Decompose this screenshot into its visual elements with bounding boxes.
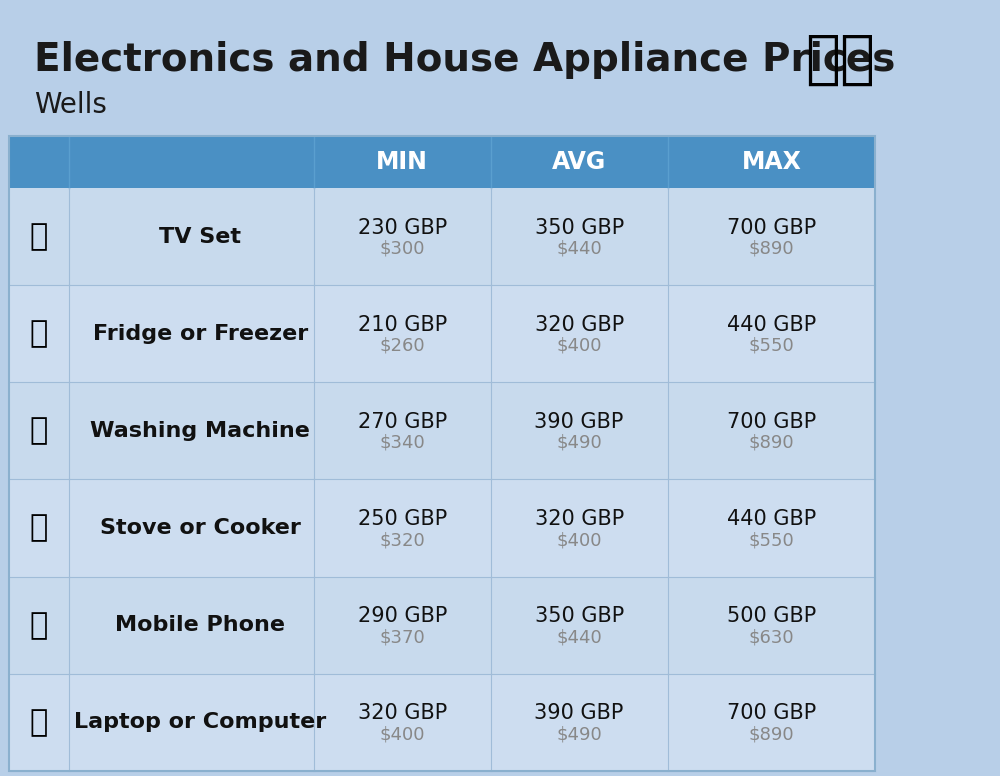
Text: $320: $320 [379, 531, 425, 549]
Text: $400: $400 [556, 531, 602, 549]
Text: 230 GBP: 230 GBP [358, 217, 447, 237]
FancyBboxPatch shape [9, 136, 875, 188]
Text: 500 GBP: 500 GBP [727, 606, 816, 626]
Text: 700 GBP: 700 GBP [727, 703, 816, 723]
Text: Laptop or Computer: Laptop or Computer [74, 712, 326, 733]
Text: $300: $300 [380, 240, 425, 258]
Text: TV Set: TV Set [159, 227, 241, 247]
Text: AVG: AVG [552, 150, 606, 174]
Text: Washing Machine: Washing Machine [90, 421, 310, 441]
Text: $550: $550 [749, 531, 794, 549]
Text: $440: $440 [556, 629, 602, 646]
Text: Mobile Phone: Mobile Phone [115, 615, 285, 636]
Text: $260: $260 [379, 337, 425, 355]
Text: 320 GBP: 320 GBP [535, 509, 624, 529]
FancyBboxPatch shape [9, 188, 875, 285]
Text: 320 GBP: 320 GBP [535, 315, 624, 334]
Text: $890: $890 [749, 726, 794, 743]
Text: 390 GBP: 390 GBP [534, 703, 624, 723]
Text: 440 GBP: 440 GBP [727, 315, 816, 334]
Text: Stove or Cooker: Stove or Cooker [100, 518, 301, 538]
Text: $550: $550 [749, 337, 794, 355]
Text: $400: $400 [380, 726, 425, 743]
Text: MAX: MAX [742, 150, 801, 174]
FancyBboxPatch shape [9, 577, 875, 674]
Text: 🍳: 🍳 [30, 514, 48, 542]
FancyBboxPatch shape [9, 674, 875, 771]
Text: 🇬🇧: 🇬🇧 [805, 31, 875, 88]
Text: $440: $440 [556, 240, 602, 258]
Text: 💻: 💻 [30, 708, 48, 737]
Text: 🫧: 🫧 [30, 417, 48, 445]
Text: $630: $630 [749, 629, 794, 646]
Text: 700 GBP: 700 GBP [727, 412, 816, 432]
Text: 350 GBP: 350 GBP [535, 217, 624, 237]
Text: $490: $490 [556, 726, 602, 743]
Text: 270 GBP: 270 GBP [358, 412, 447, 432]
Text: 📺: 📺 [30, 222, 48, 251]
Text: 🧊: 🧊 [30, 319, 48, 348]
Text: 700 GBP: 700 GBP [727, 217, 816, 237]
Text: Electronics and House Appliance Prices: Electronics and House Appliance Prices [34, 41, 895, 79]
Text: 210 GBP: 210 GBP [358, 315, 447, 334]
Text: 📱: 📱 [30, 611, 48, 639]
Text: 440 GBP: 440 GBP [727, 509, 816, 529]
FancyBboxPatch shape [9, 383, 875, 480]
FancyBboxPatch shape [9, 285, 875, 383]
Text: 350 GBP: 350 GBP [535, 606, 624, 626]
Text: $490: $490 [556, 434, 602, 452]
Text: 250 GBP: 250 GBP [358, 509, 447, 529]
FancyBboxPatch shape [9, 480, 875, 577]
Text: 290 GBP: 290 GBP [358, 606, 447, 626]
Text: $340: $340 [379, 434, 425, 452]
Text: $400: $400 [556, 337, 602, 355]
Text: Fridge or Freezer: Fridge or Freezer [93, 324, 308, 344]
Text: Wells: Wells [34, 91, 106, 119]
Text: $890: $890 [749, 240, 794, 258]
Text: $890: $890 [749, 434, 794, 452]
Text: 390 GBP: 390 GBP [534, 412, 624, 432]
Text: $370: $370 [379, 629, 425, 646]
Text: 320 GBP: 320 GBP [358, 703, 447, 723]
Text: MIN: MIN [376, 150, 428, 174]
